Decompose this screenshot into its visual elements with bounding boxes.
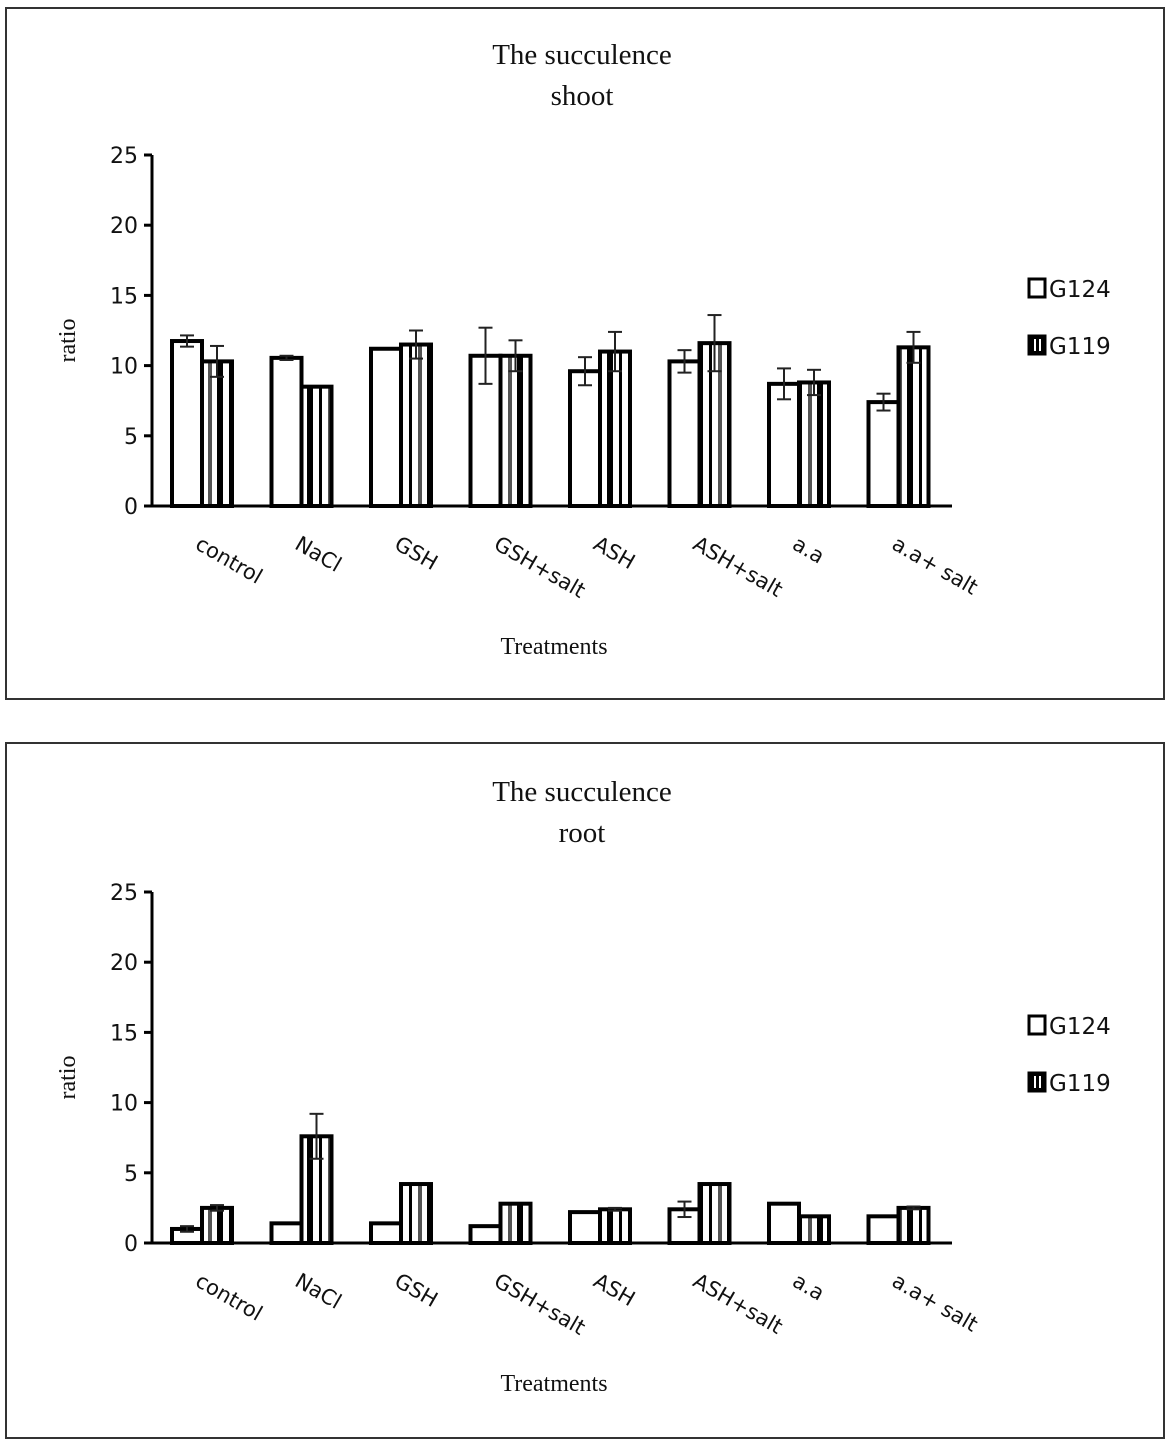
x-tick-label: a.a+ salt — [888, 532, 982, 600]
shoot-chart-panel: The succulence shoot 0 5 10 15 20 25 ratio contro… — [5, 7, 1165, 700]
legend-label-g124: G124 — [1049, 1014, 1111, 1040]
x-tick-label: ASH — [590, 532, 640, 575]
y-tick-label: 5 — [124, 425, 138, 450]
legend-swatch-g119 — [1027, 334, 1047, 356]
y-tick-label: 25 — [110, 144, 138, 169]
y-tick-label: 20 — [110, 951, 138, 976]
bar-g124-5 — [667, 359, 702, 508]
y-tick-label: 15 — [110, 1021, 138, 1046]
x-axis-title: Treatments — [500, 1371, 607, 1397]
y-tick-label: 5 — [124, 1162, 138, 1187]
bar-g124-7 — [866, 400, 901, 509]
x-tick-label: a.a — [789, 532, 829, 569]
root-chart: The succulence root 0 5 10 15 20 25 ratio control… — [55, 776, 1111, 1397]
x-tick-label: NaCl — [291, 1269, 346, 1314]
x-tick-label: ASH+salt — [689, 532, 787, 602]
bar-g119-2 — [399, 342, 433, 509]
bar-g119-4 — [598, 349, 632, 508]
bar-g124-3 — [468, 1224, 503, 1246]
chart-title-line: root — [559, 817, 606, 849]
shoot-chart: The succulence shoot 0 5 10 15 20 25 ratio contro… — [55, 39, 1111, 660]
legend-swatch-g124 — [1027, 1014, 1047, 1036]
legend-swatch-g124 — [1027, 277, 1047, 299]
x-tick-label: GSH+salt — [490, 1269, 589, 1340]
y-axis-title: ratio — [55, 1056, 81, 1100]
bar-g124-1 — [269, 355, 304, 508]
chart-title: The succulence shoot — [492, 39, 672, 112]
x-axis-title: Treatments — [500, 634, 607, 660]
y-tick-label: 20 — [110, 214, 138, 239]
y-tick-label: 25 — [110, 881, 138, 906]
bar-g119-3 — [498, 1201, 533, 1245]
legend-swatch-stripe — [1034, 339, 1036, 351]
bar-g119-7 — [896, 1205, 931, 1245]
legend-swatch-g119 — [1027, 1071, 1047, 1093]
legend-swatch-stripe — [1039, 339, 1041, 351]
x-tick-label: ASH+salt — [689, 1269, 787, 1339]
bar-g119-2 — [399, 1182, 433, 1246]
bar-g124-1 — [269, 1221, 304, 1245]
chart-title-line: The succulence — [492, 39, 672, 71]
x-tick-label: NaCl — [291, 532, 346, 577]
legend-label-g119: G119 — [1049, 1071, 1111, 1097]
bar-g119-3 — [498, 353, 533, 508]
y-tick-label: 10 — [110, 1092, 138, 1117]
root-chart-panel: The succulence root 0 5 10 15 20 25 ratio control… — [5, 742, 1165, 1439]
x-tick-label: a.a+ salt — [888, 1269, 982, 1337]
bar-g124-6 — [767, 381, 801, 508]
y-tick-label: 10 — [110, 355, 138, 380]
bar-g119-6 — [797, 380, 831, 508]
bar-g124-0 — [170, 339, 204, 508]
bar-g124-4 — [568, 369, 602, 508]
legend-label-g119: G119 — [1049, 334, 1111, 360]
y-tick-label: 0 — [124, 1232, 138, 1257]
x-tick-label: GSH+salt — [490, 532, 589, 603]
x-tick-label: control — [192, 1269, 267, 1326]
bar-g119-1 — [299, 384, 334, 508]
x-tick-label: GSH — [391, 532, 442, 575]
y-axis-title: ratio — [55, 319, 81, 363]
y-tick-label: 0 — [124, 495, 138, 520]
x-tick-label: GSH — [391, 1269, 442, 1312]
bar-g119-4 — [598, 1207, 632, 1245]
bar-g119-6 — [797, 1214, 831, 1246]
y-tick-label: 15 — [110, 284, 138, 309]
chart-title-line: The succulence — [492, 776, 672, 808]
bar-g119-5 — [697, 1182, 732, 1246]
bar-g124-4 — [568, 1210, 602, 1245]
chart-title: The succulence root — [492, 776, 672, 849]
legend-swatch-stripe — [1039, 1076, 1041, 1088]
x-tick-label: a.a — [789, 1269, 829, 1306]
bar-g124-2 — [369, 346, 403, 509]
legend-swatch-stripe — [1034, 1076, 1036, 1088]
x-tick-label: ASH — [590, 1269, 640, 1312]
bar-g124-2 — [369, 1221, 403, 1245]
legend-label-g124: G124 — [1049, 277, 1111, 303]
x-tick-label: control — [192, 532, 267, 589]
bar-g119-7 — [896, 345, 931, 508]
bar-g119-0 — [200, 359, 234, 508]
bar-g124-6 — [767, 1201, 801, 1245]
chart-title-line: shoot — [551, 80, 614, 112]
bar-g119-0 — [200, 1205, 234, 1245]
bar-g124-7 — [866, 1214, 901, 1246]
